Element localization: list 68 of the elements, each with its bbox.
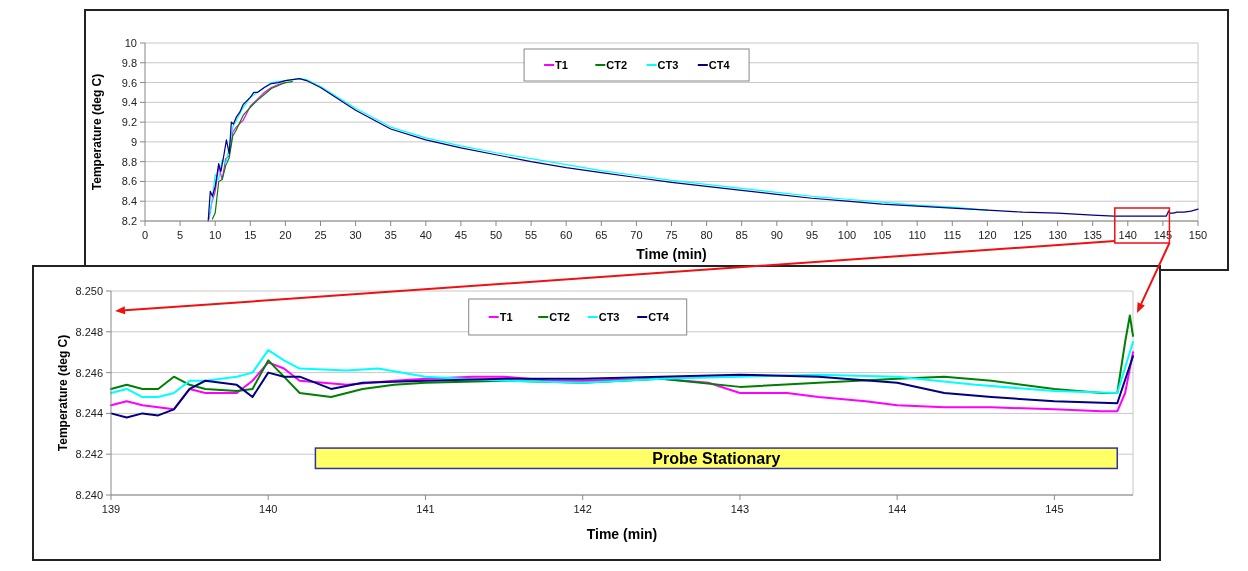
x-tick-label: 115 <box>943 229 962 241</box>
band-label: Probe Stationary <box>652 450 781 468</box>
x-tick-label: 90 <box>770 229 783 241</box>
y-tick-label: 8.242 <box>75 448 103 461</box>
y-tick-label: 8.250 <box>75 285 103 297</box>
x-tick-label: 143 <box>730 503 750 515</box>
y-tick-label: 8.6 <box>121 175 137 188</box>
legend-label: CT2 <box>606 59 628 71</box>
y-tick-label: 8.8 <box>121 155 137 168</box>
legend-label: CT4 <box>708 59 731 71</box>
x-tick-label: 145 <box>1045 503 1064 515</box>
x-tick-label: 105 <box>872 229 892 241</box>
legend-label: CT3 <box>598 311 620 323</box>
x-axis-title: Time (min) <box>586 526 658 542</box>
legend-label: CT4 <box>648 311 670 323</box>
y-tick-label: 9 <box>130 135 137 148</box>
y-tick-label: 9.2 <box>121 116 137 129</box>
y-tick-label: 8.2 <box>121 215 137 227</box>
x-tick-label: 140 <box>259 503 278 515</box>
y-tick-label: 8.240 <box>75 489 103 501</box>
y-tick-label: 10 <box>124 37 137 49</box>
legend-label: CT3 <box>657 59 679 71</box>
legend-label: T1 <box>499 311 513 323</box>
x-tick-label: 142 <box>573 503 592 515</box>
y-axis-title: Temperature (deg C) <box>56 334 70 452</box>
legend-label: CT2 <box>549 311 570 323</box>
x-tick-label: 60 <box>560 229 573 241</box>
x-tick-label: 95 <box>805 229 819 241</box>
x-tick-label: 80 <box>700 229 713 241</box>
y-tick-label: 8.244 <box>75 407 103 420</box>
x-tick-label: 50 <box>489 229 503 241</box>
x-tick-label: 35 <box>384 229 397 241</box>
y-tick-label: 9.6 <box>121 76 137 89</box>
legend-label: T1 <box>555 59 568 71</box>
x-tick-label: 120 <box>978 229 997 241</box>
x-axis-title: Time (min) <box>636 246 707 262</box>
x-tick-label: 45 <box>454 229 468 241</box>
y-tick-label: 8.4 <box>121 195 137 208</box>
y-tick-label: 8.246 <box>75 366 103 379</box>
x-tick-label: 139 <box>101 503 121 515</box>
line-series <box>207 78 1199 222</box>
x-tick-label: 135 <box>1083 229 1102 241</box>
y-axis-title: Temperature (deg C) <box>90 73 104 191</box>
x-tick-label: 144 <box>887 503 907 515</box>
y-tick-label: 9.8 <box>121 56 137 69</box>
x-tick-label: 5 <box>177 229 184 241</box>
x-tick-label: 15 <box>244 229 257 241</box>
x-tick-label: 10 <box>209 229 222 241</box>
x-tick-label: 70 <box>630 229 643 241</box>
x-tick-label: 125 <box>1013 229 1032 241</box>
x-tick-label: 40 <box>419 229 432 241</box>
x-tick-label: 25 <box>314 229 327 241</box>
x-tick-label: 150 <box>1188 229 1208 241</box>
x-tick-label: 141 <box>416 503 435 515</box>
x-tick-label: 140 <box>1118 229 1137 241</box>
x-tick-label: 0 <box>141 229 149 241</box>
x-tick-label: 75 <box>665 229 678 241</box>
x-tick-label: 110 <box>908 229 926 241</box>
x-tick-label: 30 <box>349 229 362 241</box>
x-tick-label: 55 <box>524 229 538 241</box>
y-tick-label: 8.248 <box>75 325 103 338</box>
x-tick-label: 85 <box>735 229 748 241</box>
x-tick-label: 130 <box>1048 229 1067 241</box>
x-tick-label: 100 <box>837 229 857 241</box>
line-series <box>110 341 1134 399</box>
y-tick-label: 9.4 <box>121 96 137 109</box>
x-tick-label: 65 <box>595 229 608 241</box>
x-tick-label: 20 <box>279 229 292 241</box>
